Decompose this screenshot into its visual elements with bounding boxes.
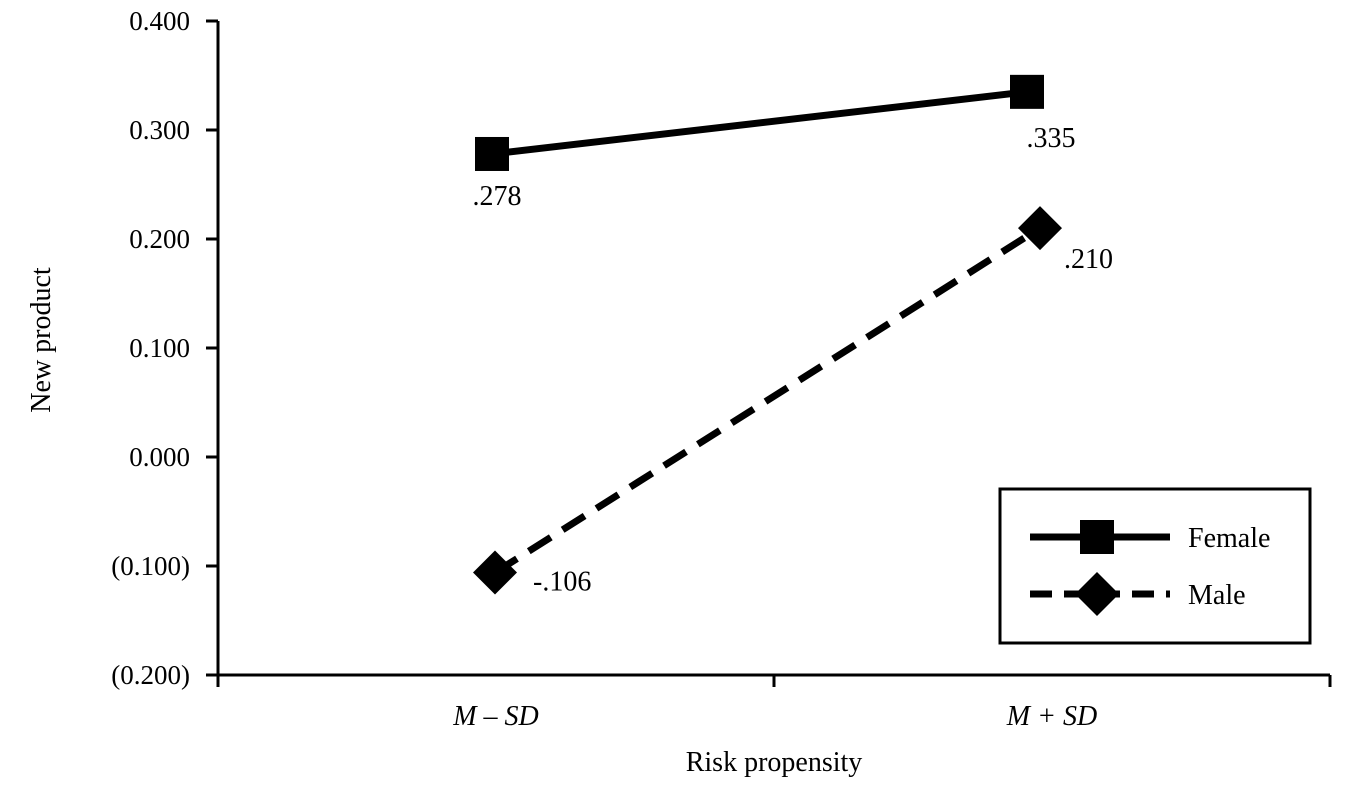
series-line-female — [491, 88, 1028, 158]
series-layer — [473, 74, 1062, 595]
y-tick-label: 0.000 — [129, 442, 190, 472]
y-tick-label: 0.400 — [129, 6, 190, 36]
data-label-female: .335 — [1027, 123, 1076, 154]
legend-box — [998, 487, 1312, 645]
y-axis-title: New product — [26, 267, 57, 413]
data-labels-layer: .278 .335 -.106 .210 — [473, 123, 1114, 598]
y-tick-label: 0.100 — [129, 333, 190, 363]
data-label-female: .278 — [473, 181, 522, 212]
axes: 0.400 0.300 0.200 0.100 0.000 (0.100) (0.200) M… — [26, 6, 1332, 778]
x-axis-title: Risk propensity — [686, 747, 863, 778]
y-tick-label: (0.100) — [111, 551, 190, 581]
legend-items: Female Male — [1030, 520, 1270, 616]
y-tick-label: 0.200 — [129, 224, 190, 254]
x-tick-label: M – SD — [452, 701, 539, 732]
y-tick-label: 0.300 — [129, 115, 190, 145]
legend-marker-male — [1075, 572, 1119, 616]
data-point-female — [475, 136, 509, 171]
legend-label-male: Male — [1188, 580, 1246, 611]
y-tick-label: (0.200) — [111, 660, 190, 690]
data-point-male — [473, 550, 517, 595]
x-tick-label: M + SD — [1006, 701, 1097, 732]
data-point-female — [1010, 74, 1044, 109]
data-point-male — [1018, 206, 1062, 251]
data-label-male: .210 — [1064, 244, 1113, 275]
legend-marker-female — [1080, 520, 1114, 554]
series-line-male — [493, 225, 1042, 576]
data-label-male: -.106 — [533, 567, 591, 598]
legend: Female Male — [998, 487, 1312, 645]
legend-label-female: Female — [1188, 523, 1270, 554]
